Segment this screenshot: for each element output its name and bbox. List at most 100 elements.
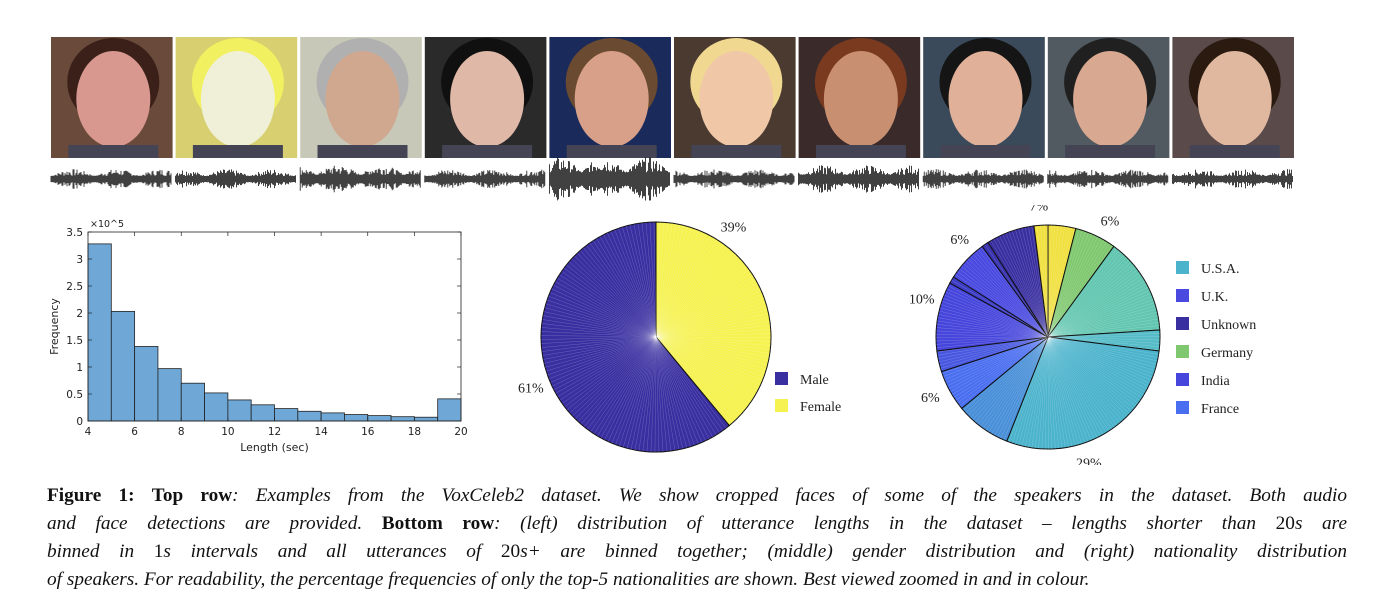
pie-percentage-label: 29%: [1076, 457, 1102, 465]
pie-wedge-line: [1047, 336, 1076, 446]
histogram-bar: [297, 410, 322, 422]
pie-wedge-line: [1034, 336, 1049, 449]
pie-wedge-line: [1047, 336, 1156, 368]
pie-wedge-line: [1018, 228, 1049, 338]
pie-wedge-line: [574, 255, 657, 338]
face-image: [1172, 37, 1294, 158]
pie-wedge-line: [1047, 336, 1135, 409]
pie-wedge-line: [1047, 267, 1136, 338]
pie-wedge-line: [1047, 336, 1098, 438]
legend-label: U.S.A.: [1201, 262, 1240, 277]
histogram-bar: [157, 368, 182, 422]
pie-wedge-line: [1047, 336, 1095, 440]
pie-wedge-line: [542, 315, 657, 338]
pie-wedge-line: [655, 305, 767, 338]
histogram-bar: [413, 416, 439, 422]
pie-wedge-line: [655, 336, 771, 350]
x-tick-label: 12: [268, 426, 281, 438]
pie-wedge-line: [1047, 286, 1149, 338]
pie-wedge-line: [1047, 336, 1059, 449]
pie-wedge-line: [1044, 336, 1049, 449]
legend-swatch: [1176, 317, 1189, 330]
pie-wedge-line: [972, 253, 1049, 338]
pie-wedge-line: [946, 288, 1049, 338]
legend-item: U.S.A.: [1176, 261, 1240, 277]
histogram-bar: [204, 392, 229, 422]
pie-wedge-line: [655, 325, 771, 338]
y-axis-label: Frequency: [48, 298, 61, 355]
pie-wedge-line: [655, 336, 739, 418]
pie-wedge-line: [577, 252, 657, 338]
pie-wedge-line: [991, 336, 1049, 434]
pie-wedge-line: [655, 329, 771, 338]
pie-wedge-line: [541, 323, 657, 338]
shoulders: [691, 145, 782, 158]
pie-wedge-line: [557, 336, 657, 398]
pie-wedge-line: [1047, 238, 1102, 338]
pie-wedge-line: [1047, 336, 1141, 401]
gender-pie-chart: 39% 61% Male Female: [518, 220, 841, 453]
pie-wedge-line: [641, 222, 657, 338]
pie-wedge-line: [1047, 336, 1139, 404]
pie-wedge-line: [1047, 289, 1150, 338]
pie-wedge-line: [655, 237, 714, 338]
legend-swatch: [1176, 345, 1189, 358]
pie-wedge-line: [1047, 225, 1059, 338]
pie-wedge-line: [603, 234, 657, 338]
y-tick-label: 2: [76, 308, 83, 320]
legend-item: Female: [775, 399, 841, 415]
face: [1197, 51, 1272, 147]
caption-text: [135, 485, 152, 506]
pie-wedge-line: [1047, 336, 1092, 441]
pie-wedge-line: [564, 336, 657, 407]
pie-wedge-line: [939, 310, 1049, 338]
pie-wedge-line: [994, 336, 1049, 436]
pie-wedge-line: [985, 336, 1049, 431]
pie-wedge-line: [1047, 336, 1112, 430]
pie-wedge-line: [1043, 225, 1049, 338]
pie-wedge-line: [655, 336, 672, 452]
pie-wedge-line: [1047, 336, 1154, 375]
pie-wedge-line: [1047, 261, 1132, 338]
audio-waveform-strip: [50, 157, 1293, 201]
pie-wedge-line: [967, 336, 1049, 416]
legend-swatch: [775, 372, 788, 385]
pie-wedge-line: [655, 336, 742, 415]
pie-wedge-line: [1047, 336, 1066, 448]
pie-wedge-line: [1047, 336, 1159, 355]
x-tick-label: 8: [178, 426, 185, 438]
pie-wedge-line: [561, 271, 657, 338]
pie-wedge-line: [1018, 336, 1049, 446]
pie-wedge-line: [1015, 336, 1049, 445]
pie-wedge-line: [1047, 336, 1056, 449]
pie-wedge-line: [1047, 239, 1104, 338]
pie-wedge-line: [1028, 226, 1049, 338]
pie-wedge-line: [655, 297, 765, 338]
pie-wedge-line: [1047, 336, 1160, 344]
pie-wedge-line: [1012, 336, 1049, 444]
pie-wedge-line: [571, 258, 657, 338]
pie-wedge-line: [940, 336, 1049, 369]
pie-wedge-line: [999, 235, 1049, 338]
pie-wedge-line: [655, 317, 770, 338]
face-image: [175, 37, 298, 158]
caption-text: s+ are binned together; (middle) gender …: [520, 541, 1348, 562]
pie-wedge-line: [1047, 254, 1125, 338]
pie-wedge-line: [655, 336, 760, 389]
y-tick-label: 0.5: [66, 389, 83, 401]
face: [450, 51, 525, 147]
pie-percentage-label: 61%: [518, 382, 544, 397]
caption-line: and face detections are provided. Bottom…: [47, 510, 1347, 538]
face: [200, 51, 275, 147]
pie-wedge-line: [1047, 250, 1120, 338]
pie-wedge-line: [957, 271, 1049, 338]
pie-wedge-line: [596, 238, 657, 338]
y-tick-label: 3.5: [66, 227, 83, 239]
pie-wedge-line: [1047, 336, 1086, 443]
pie-wedge-line: [655, 222, 669, 338]
pie-wedge-line: [1047, 336, 1160, 341]
pie-wedge-line: [1047, 336, 1123, 421]
audio-waveform: [175, 169, 296, 189]
pie-wedge-line: [655, 336, 763, 381]
